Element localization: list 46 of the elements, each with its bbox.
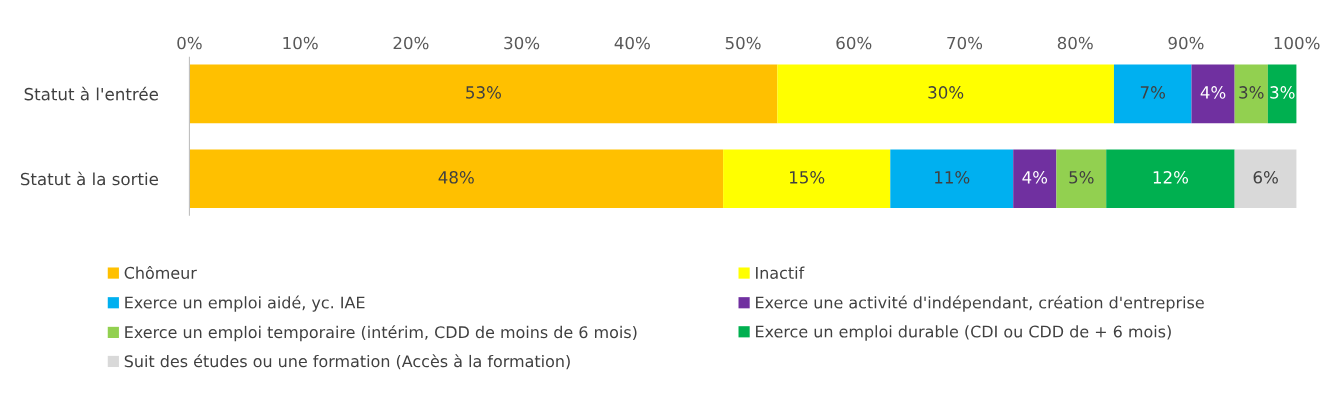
bar (189, 149, 724, 209)
legend-label: Inactif (756, 266, 805, 279)
y-tick-label: Statut à l'entrée (24, 86, 158, 101)
data-label: 4% (1200, 86, 1226, 99)
data-label: 4% (1022, 171, 1048, 184)
bar (1056, 149, 1107, 209)
data-label: 7% (1140, 86, 1166, 99)
bar (1234, 64, 1268, 124)
x-tick-label: 60% (836, 36, 872, 50)
data-label: 30% (928, 86, 964, 99)
bar (1113, 64, 1192, 124)
x-tick-label: 50% (725, 36, 761, 50)
x-tick-label: 30% (504, 36, 540, 50)
x-tick-label: 40% (614, 36, 650, 50)
x-tick-label: 70% (947, 36, 983, 50)
x-tick-label: 20% (393, 36, 429, 50)
data-label: 12% (1153, 171, 1189, 184)
x-tick-label: 10% (283, 36, 318, 50)
x-tick-label: 0% (177, 36, 202, 50)
bar (189, 64, 778, 124)
data-label: 11% (935, 171, 970, 184)
x-tick-label: 90% (1168, 36, 1204, 50)
legend-label: Exerce un emploi temporaire (intérim, CDD de moins de 6 mois) (125, 325, 637, 342)
y-tick-label: Statut à la sortie (20, 171, 158, 186)
data-label: 15% (790, 171, 825, 184)
legend-label: Exerce un emploi durable (CDI ou CDD de + 6 mois) (756, 325, 1171, 341)
legend-label: Exerce un emploi aidé, yc. IAE (125, 295, 365, 312)
data-label: 48% (438, 171, 474, 184)
x-tick-label: 80% (1057, 36, 1093, 50)
bar (1191, 64, 1235, 124)
data-label: 3% (1239, 86, 1264, 99)
bar (890, 149, 1014, 209)
data-label: 5% (1069, 171, 1094, 184)
legend-label: Exerce une activité d'indépendant, création d'entreprise (756, 295, 1204, 312)
legend-label: Suit des études ou une formation (Accès à la formation) (124, 354, 570, 370)
bar (1013, 149, 1057, 209)
data-label: 53% (466, 86, 501, 99)
x-tick-label: 100% (1274, 36, 1320, 50)
bar (1234, 149, 1297, 209)
data-label: 6% (1253, 171, 1278, 184)
bar (1267, 64, 1297, 124)
data-label: 3% (1270, 86, 1295, 99)
bar (777, 64, 1114, 124)
bar (1106, 149, 1235, 209)
bar (723, 149, 891, 209)
legend-label: Chômeur (124, 265, 197, 279)
